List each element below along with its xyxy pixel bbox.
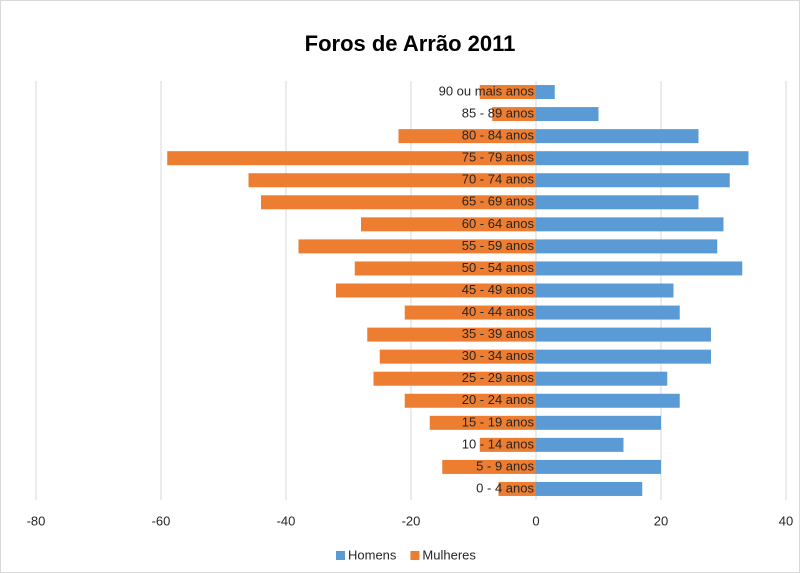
bar [361, 217, 536, 232]
bar [404, 305, 536, 320]
bar [536, 85, 555, 100]
bar [536, 283, 674, 298]
bar [398, 129, 536, 144]
legend-swatch [336, 551, 345, 560]
bar [536, 151, 749, 166]
bar [479, 85, 536, 100]
y-tick-label: 5 - 9 anos [476, 458, 534, 473]
bar [536, 349, 711, 364]
y-tick-label: 65 - 69 anos [462, 194, 535, 209]
bar [536, 305, 680, 320]
legend-label: Mulheres [422, 547, 476, 562]
bar [536, 107, 599, 122]
y-tick-label: 15 - 19 anos [462, 414, 535, 429]
bar [498, 481, 536, 496]
bar [536, 459, 661, 474]
bar [336, 283, 536, 298]
y-tick-label: 55 - 59 anos [462, 238, 535, 253]
bar [536, 239, 718, 254]
bar [536, 217, 724, 232]
bar [536, 437, 624, 452]
y-tick-label: 60 - 64 anos [462, 216, 535, 231]
y-tick-label: 0 - 4 anos [476, 480, 534, 495]
bar [167, 151, 536, 166]
bar [536, 261, 743, 276]
y-tick-label: 90 ou mais anos [439, 83, 535, 98]
bar [354, 261, 536, 276]
y-tick-label: 70 - 74 anos [462, 172, 535, 187]
y-tick-label: 50 - 54 anos [462, 260, 535, 275]
bar [379, 349, 536, 364]
bar [536, 195, 699, 210]
bar [536, 129, 699, 144]
x-tick-label: 20 [654, 513, 668, 528]
bar [367, 327, 536, 342]
y-tick-label: 80 - 84 anos [462, 128, 535, 143]
bar [536, 415, 661, 430]
bar [536, 173, 730, 188]
y-tick-label: 75 - 79 anos [462, 150, 535, 165]
x-tick-label: 0 [532, 513, 539, 528]
legend-label: Homens [348, 547, 397, 562]
x-tick-label: -40 [277, 513, 296, 528]
bar [404, 393, 536, 408]
chart-title: Foros de Arrão 2011 [305, 31, 516, 56]
bar [536, 327, 711, 342]
x-tick-label: -20 [402, 513, 421, 528]
bar [373, 371, 536, 386]
bar [261, 195, 536, 210]
bar [442, 459, 536, 474]
y-tick-label: 85 - 89 anos [462, 106, 535, 121]
y-tick-label: 40 - 44 anos [462, 304, 535, 319]
y-tick-label: 25 - 29 anos [462, 370, 535, 385]
bar [536, 481, 643, 496]
bar [492, 107, 536, 122]
bar [298, 239, 536, 254]
bar [479, 437, 536, 452]
y-tick-label: 20 - 24 anos [462, 392, 535, 407]
bar [248, 173, 536, 188]
x-tick-label: 40 [779, 513, 793, 528]
y-tick-label: 10 - 14 anos [462, 436, 535, 451]
bar [536, 371, 668, 386]
bar [429, 415, 536, 430]
y-tick-label: 35 - 39 anos [462, 326, 535, 341]
legend-swatch [410, 551, 420, 560]
y-tick-label: 30 - 34 anos [462, 348, 535, 363]
x-tick-label: -60 [152, 513, 171, 528]
x-tick-label: -80 [27, 513, 46, 528]
y-tick-label: 45 - 49 anos [462, 282, 535, 297]
bar [536, 393, 680, 408]
